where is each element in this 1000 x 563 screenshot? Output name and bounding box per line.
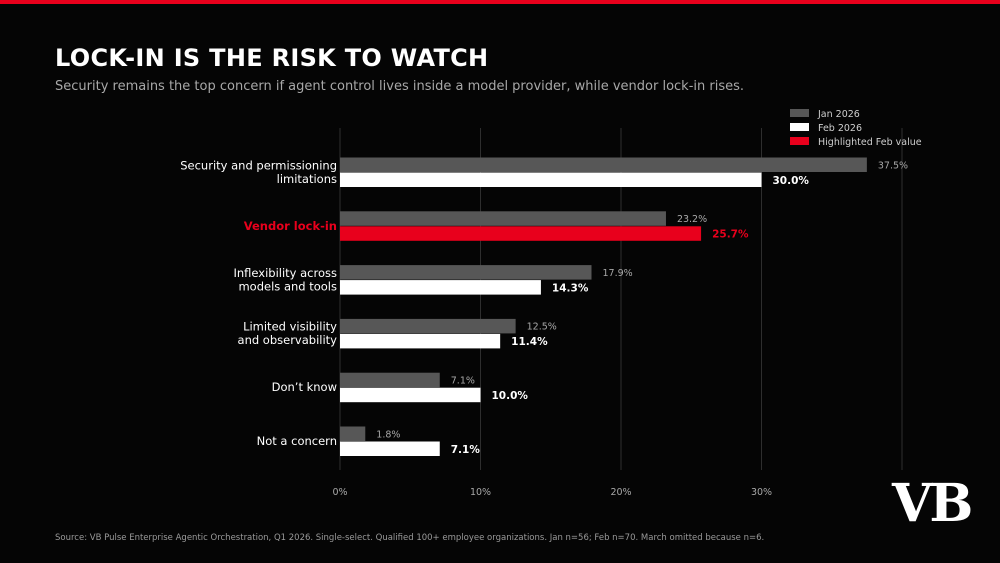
page-title: LOCK-IN IS THE RISK TO WATCH: [55, 44, 489, 72]
x-tick-label: 10%: [470, 487, 491, 498]
category-label: Security and permissioning limitations: [180, 158, 337, 186]
bar-jan: [340, 157, 867, 172]
legend-swatch: [790, 109, 809, 117]
data-label-feb: 30.0%: [773, 175, 810, 187]
vb-logo: VB: [892, 473, 973, 534]
x-tick-label: 0%: [332, 487, 347, 498]
bar-feb: [340, 441, 440, 456]
bar-feb: [340, 387, 481, 403]
bar-jan: [340, 318, 516, 334]
data-label-jan: 1.8%: [376, 429, 400, 440]
category-label: Limited visibility and observability: [238, 320, 338, 348]
bar-feb: [340, 333, 501, 349]
data-label-jan: 7.1%: [451, 375, 475, 386]
category-label: Don’t know: [272, 380, 337, 394]
bar-jan: [340, 265, 592, 280]
source-note: Source: VB Pulse Enterprise Agentic Orch…: [55, 533, 765, 543]
data-label-jan: 17.9%: [602, 268, 632, 279]
data-label-feb: 14.3%: [552, 282, 589, 294]
data-label-jan: 37.5%: [878, 160, 908, 171]
data-label-feb: 11.4%: [511, 336, 548, 348]
x-tick-label: 30%: [751, 487, 772, 498]
legend-label: Jan 2026: [817, 109, 860, 120]
data-label-jan: 12.5%: [527, 322, 557, 333]
bar-jan: [340, 211, 666, 226]
top-accent-bar: [0, 0, 1000, 4]
data-label-jan: 23.2%: [677, 214, 707, 225]
data-label-feb: 7.1%: [451, 444, 481, 456]
bar-feb: [340, 280, 541, 295]
legend-label: Highlighted Feb value: [818, 137, 922, 148]
category-label-highlighted: Vendor lock-in: [244, 219, 337, 233]
bar-feb: [340, 172, 762, 187]
category-label: Inflexibility across models and tools: [233, 266, 337, 294]
x-tick-label: 20%: [610, 487, 631, 498]
legend-swatch: [790, 123, 809, 131]
bar-jan: [340, 372, 440, 388]
bar-jan: [340, 426, 366, 441]
category-label: Not a concern: [257, 434, 337, 448]
legend-swatch: [790, 137, 809, 145]
bar-feb-highlighted: [340, 226, 702, 241]
legend-label: Feb 2026: [818, 123, 862, 134]
data-label-feb: 10.0%: [492, 390, 529, 402]
data-label-feb: 25.7%: [712, 229, 749, 241]
page-subtitle: Security remains the top concern if agen…: [55, 79, 744, 94]
